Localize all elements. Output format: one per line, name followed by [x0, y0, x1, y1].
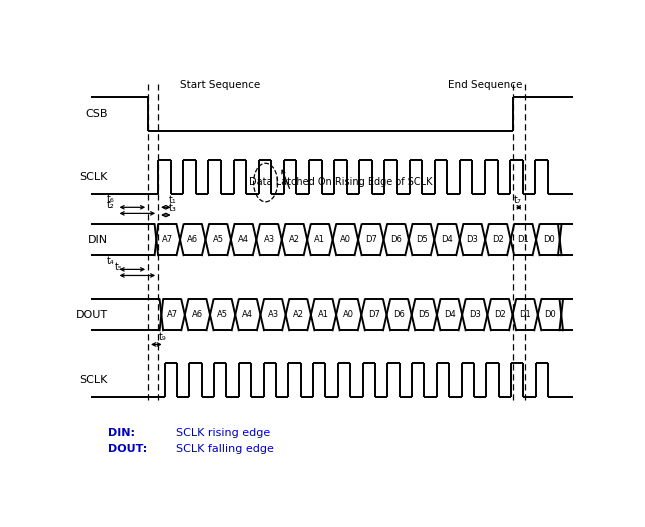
Text: D4: D4 — [444, 310, 455, 319]
Text: D0: D0 — [543, 235, 555, 244]
Text: t₂: t₂ — [106, 200, 114, 210]
Text: A1: A1 — [318, 310, 329, 319]
Text: t₃: t₃ — [168, 203, 176, 213]
Text: SCLK: SCLK — [80, 172, 108, 182]
Text: End Sequence: End Sequence — [448, 80, 522, 90]
Text: D1: D1 — [519, 310, 531, 319]
Text: DOUT: DOUT — [76, 310, 108, 320]
Text: Start Sequence: Start Sequence — [181, 80, 261, 90]
Text: SCLK: SCLK — [80, 375, 108, 385]
Text: D7: D7 — [365, 235, 377, 244]
Text: D2: D2 — [494, 310, 506, 319]
Text: D0: D0 — [544, 310, 556, 319]
Text: A2: A2 — [289, 235, 300, 244]
Text: D5: D5 — [416, 235, 428, 244]
Text: D7: D7 — [368, 310, 380, 319]
Text: DIN:: DIN: — [108, 427, 135, 437]
Text: t₇: t₇ — [514, 196, 522, 205]
Text: A1: A1 — [314, 235, 326, 244]
Text: D3: D3 — [466, 235, 479, 244]
Text: A4: A4 — [238, 235, 249, 244]
Text: A0: A0 — [343, 310, 354, 319]
Text: SCLK falling edge: SCLK falling edge — [175, 444, 273, 454]
Text: D4: D4 — [441, 235, 453, 244]
Text: A3: A3 — [264, 235, 275, 244]
Text: A5: A5 — [217, 310, 228, 319]
Text: t₄: t₄ — [106, 256, 114, 266]
Text: t₆: t₆ — [106, 194, 114, 204]
Text: A7: A7 — [166, 310, 178, 319]
Text: A6: A6 — [187, 235, 198, 244]
Text: A0: A0 — [340, 235, 351, 244]
Text: D5: D5 — [419, 310, 430, 319]
Text: CSB: CSB — [86, 109, 108, 119]
Text: A2: A2 — [293, 310, 304, 319]
Text: SCLK rising edge: SCLK rising edge — [175, 427, 270, 437]
Text: A5: A5 — [213, 235, 224, 244]
Text: D2: D2 — [492, 235, 504, 244]
Text: D6: D6 — [390, 235, 402, 244]
Text: DIN: DIN — [88, 235, 108, 245]
Text: D6: D6 — [393, 310, 405, 319]
Text: A4: A4 — [243, 310, 253, 319]
Text: t₅: t₅ — [115, 262, 123, 272]
Text: Data Latched On Rising Edge of SCLK: Data Latched On Rising Edge of SCLK — [249, 177, 432, 187]
Text: DOUT:: DOUT: — [108, 444, 147, 454]
Text: A7: A7 — [162, 235, 173, 244]
Text: t₁: t₁ — [168, 196, 176, 205]
Text: D3: D3 — [469, 310, 481, 319]
Text: A3: A3 — [268, 310, 279, 319]
Text: A6: A6 — [192, 310, 203, 319]
Text: t₉: t₉ — [159, 333, 166, 343]
Text: D1: D1 — [517, 235, 530, 244]
